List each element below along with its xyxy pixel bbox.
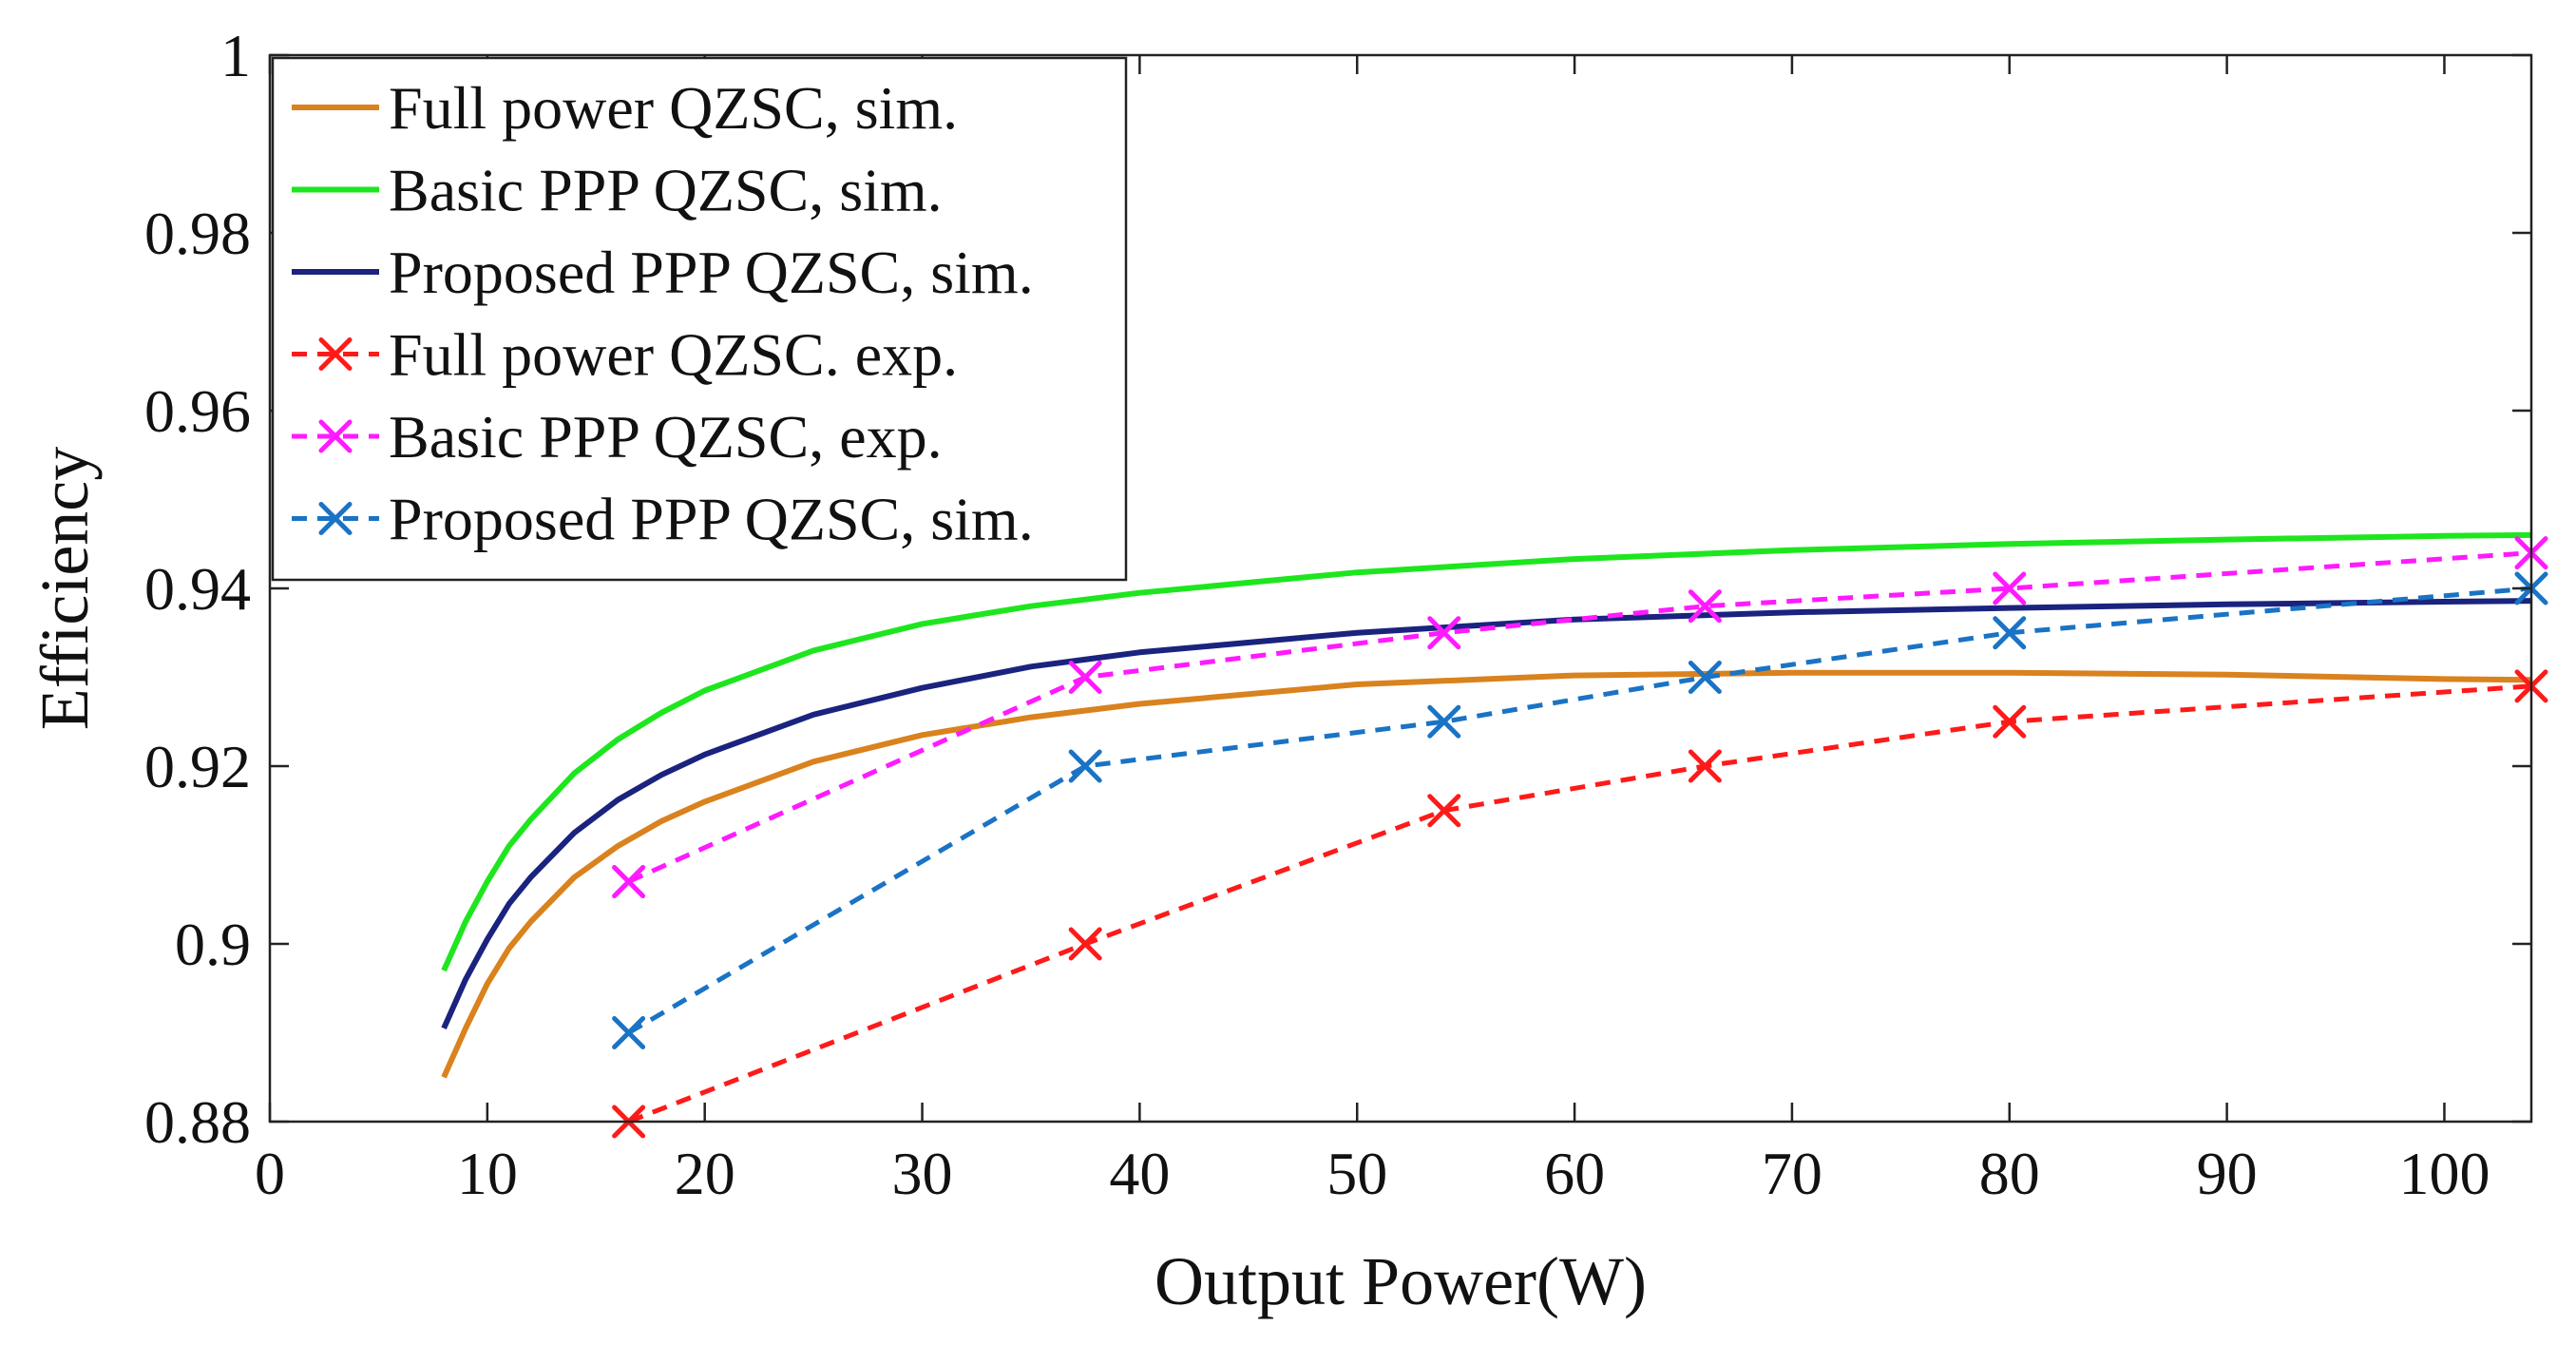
- data-point-marker: [612, 865, 646, 899]
- x-tick-label: 0: [255, 1140, 285, 1207]
- x-tick-label: 70: [1762, 1140, 1822, 1207]
- x-tick-label: 50: [1326, 1140, 1387, 1207]
- y-tick-label: 0.96: [144, 377, 251, 445]
- legend-box: [271, 56, 1128, 582]
- legend: Full power QZSC, sim. Basic PPP QZSC, sim…: [271, 56, 1128, 582]
- data-point-marker: [1068, 661, 1102, 694]
- y-tick-label: 0.92: [144, 733, 251, 800]
- series-0: [441, 669, 2532, 1079]
- data-point-marker: [1427, 704, 1461, 739]
- data-point-marker: [1993, 571, 2027, 605]
- data-point-marker: [1993, 704, 2027, 739]
- x-tick-label: 60: [1544, 1140, 1605, 1207]
- y-axis-label: Efficiency: [27, 447, 103, 731]
- series-1: [441, 531, 2532, 972]
- series-line: [441, 669, 2532, 1079]
- x-tick-label: 80: [1979, 1140, 2040, 1207]
- series-2: [441, 598, 2532, 1030]
- series-line: [441, 531, 2532, 972]
- series-layer: [441, 531, 2548, 1139]
- legend-label: Proposed PPP QZSC, sim.: [389, 239, 1034, 306]
- legend-marker: [318, 337, 353, 371]
- series-5: [612, 571, 2548, 1049]
- data-point-marker: [1688, 661, 1722, 694]
- x-tick-label: 100: [2398, 1140, 2490, 1207]
- data-point-marker: [1068, 749, 1102, 783]
- legend-marker: [318, 419, 353, 453]
- x-tick-label: 40: [1109, 1140, 1170, 1207]
- x-tick-label: 90: [2197, 1140, 2258, 1207]
- legend-label: Proposed PPP QZSC, sim.: [389, 486, 1034, 553]
- data-point-marker: [1993, 616, 2027, 650]
- y-tick-label: 1: [220, 22, 251, 89]
- legend-marker: [318, 502, 353, 535]
- series-line: [627, 586, 2532, 1035]
- y-tick-label: 0.94: [144, 555, 251, 623]
- series-line: [441, 598, 2532, 1030]
- legend-label: Basic PPP QZSC, exp.: [389, 403, 943, 471]
- x-tick-label: 10: [457, 1140, 518, 1207]
- series-line: [627, 550, 2532, 884]
- y-tick-label: 0.88: [144, 1088, 251, 1156]
- data-point-marker: [1427, 616, 1461, 650]
- data-point-marker: [612, 1016, 646, 1049]
- series-4: [612, 536, 2548, 899]
- data-point-marker: [1427, 794, 1461, 828]
- x-axis-label: Output Power(W): [1154, 1243, 1647, 1319]
- x-tick-label: 20: [675, 1140, 735, 1207]
- series-line: [627, 683, 2532, 1124]
- data-point-marker: [1688, 589, 1722, 624]
- data-point-marker: [1068, 927, 1102, 961]
- data-point-marker: [1688, 749, 1722, 783]
- legend-label: Full power QZSC, sim.: [389, 74, 958, 142]
- legend-label: Basic PPP QZSC, sim.: [389, 157, 943, 224]
- axis-ticks: 0 10 20 30 40 50 60 70 80 90 100 0.88 0.9 0.92 0.94 0.9…: [144, 22, 2531, 1207]
- y-tick-label: 0.9: [175, 911, 251, 978]
- x-tick-label: 30: [892, 1140, 953, 1207]
- legend-label: Full power QZSC. exp.: [389, 321, 958, 389]
- y-tick-label: 0.98: [144, 200, 251, 267]
